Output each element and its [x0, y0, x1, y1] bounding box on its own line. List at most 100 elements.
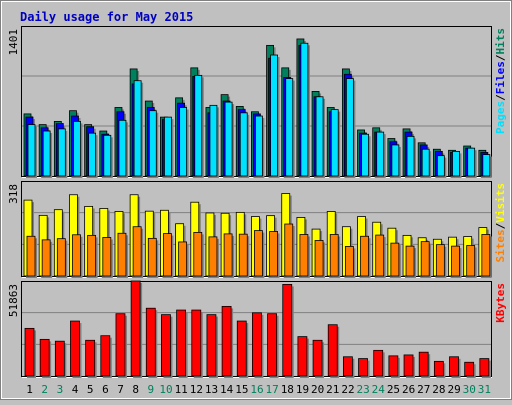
pages-bar-day-5 — [88, 132, 97, 177]
pages-bar-day-1 — [27, 124, 36, 177]
sites-bar-day-21 — [329, 234, 339, 277]
kbytes-bar-day-4 — [70, 320, 80, 377]
legend-entry-files: Files — [494, 61, 507, 94]
hits-y-max-label: 1401 — [7, 29, 20, 56]
outer-frame-inner — [1, 1, 511, 399]
sites-bar-day-18 — [284, 223, 294, 277]
day-label-13: 13 — [205, 383, 218, 396]
sites-bar-day-3 — [56, 238, 66, 277]
sites-bar-day-23 — [360, 235, 369, 277]
pages-bar-day-28 — [436, 155, 445, 177]
day-label-28: 28 — [432, 383, 445, 396]
day-label-22: 22 — [341, 383, 354, 396]
pages-bar-day-8 — [133, 80, 142, 177]
pages-bar-day-27 — [421, 148, 430, 177]
pages-bar-day-4 — [73, 120, 81, 177]
pages-bar-day-12 — [194, 74, 203, 177]
kbytes-bar-day-18 — [282, 284, 293, 377]
kbytes-bar-day-31 — [479, 358, 490, 377]
day-label-17: 17 — [266, 383, 279, 396]
kbytes-bar-day-8 — [130, 280, 141, 377]
kbytes-bar-day-23 — [358, 358, 368, 377]
pages-bar-day-29 — [452, 150, 460, 177]
sites-bar-day-7 — [117, 232, 127, 277]
kbytes-bar-day-10 — [161, 314, 171, 377]
day-label-26: 26 — [402, 383, 415, 396]
pages-bar-day-31 — [482, 154, 491, 177]
legend-entry-hits: Hits — [494, 28, 507, 55]
visits-sites-panel — [21, 181, 492, 278]
day-labels: 1 2 3 4 5 6 7 8 9 10 11 12 13 14 15 16 17 18 19 20 21 22 23 24 2… — [26, 383, 491, 396]
legend-text: Pages/Files/Hits — [494, 28, 507, 134]
legend-separator: / — [494, 222, 507, 229]
pages-bar-day-3 — [57, 128, 66, 177]
sites-bar-day-1 — [26, 235, 36, 277]
pages-bar-day-19 — [300, 42, 309, 177]
kbytes-bar-day-20 — [312, 339, 323, 377]
kbytes-bar-day-3 — [54, 340, 65, 377]
day-label-20: 20 — [311, 383, 324, 396]
pages-bar-day-25 — [391, 144, 400, 177]
day-label-6: 6 — [102, 383, 109, 396]
sites-bar-day-6 — [102, 237, 112, 277]
sites-bar-day-26 — [405, 245, 415, 277]
kbytes-bar-day-25 — [388, 355, 399, 377]
day-label-2: 2 — [41, 383, 48, 396]
day-label-3: 3 — [57, 383, 64, 396]
kbytes-bar-day-24 — [373, 349, 384, 377]
sites-bar-day-29 — [451, 245, 460, 277]
kbytes-bar-day-27 — [418, 351, 429, 377]
legend-separator: / — [494, 54, 507, 61]
hits-files-pages-legend: Pages/Files/Hits — [494, 28, 507, 134]
pages-bar-day-20 — [315, 96, 324, 177]
sites-bar-day-24 — [375, 234, 385, 277]
pages-bar-day-22 — [345, 78, 354, 177]
day-label-7: 7 — [117, 383, 124, 396]
kbytes-bar-day-7 — [115, 313, 126, 377]
day-label-18: 18 — [281, 383, 294, 396]
kbytes-bar-day-11 — [176, 309, 187, 377]
kbytes-bar-day-21 — [327, 324, 338, 377]
day-label-29: 29 — [447, 383, 460, 396]
kbytes-bar-day-22 — [342, 356, 353, 377]
sites-bar-day-20 — [314, 240, 324, 277]
pages-bar-day-7 — [118, 119, 127, 177]
pages-bar-day-15 — [239, 112, 248, 177]
kbytes-legend: KBytes — [494, 283, 507, 323]
day-label-16: 16 — [250, 383, 263, 396]
sites-bar-day-27 — [420, 241, 430, 277]
kbytes-bar-day-15 — [236, 320, 247, 377]
day-label-30: 30 — [463, 383, 476, 396]
legend-text: KBytes — [494, 283, 507, 323]
pages-bar-day-30 — [467, 147, 476, 177]
sites-bar-day-9 — [147, 237, 157, 277]
pages-bar-day-18 — [285, 78, 294, 177]
pages-bar-day-21 — [330, 109, 339, 177]
pages-bar-day-6 — [103, 134, 112, 177]
kbytes-y-max-label: 51863 — [7, 284, 20, 317]
day-label-10: 10 — [159, 383, 172, 396]
day-label-27: 27 — [417, 383, 430, 396]
pages-bar-day-26 — [406, 135, 415, 177]
legend-text: Sites/Visits — [494, 183, 507, 263]
pages-bar-day-16 — [255, 115, 263, 177]
sites-bar-day-8 — [132, 226, 142, 277]
kbytes-bar-day-16 — [252, 312, 262, 377]
pages-bar-day-13 — [209, 104, 218, 177]
sites-bar-day-16 — [254, 230, 263, 277]
legend-entry-kbytes: KBytes — [494, 283, 507, 323]
kbytes-bar-day-30 — [464, 361, 475, 377]
kbytes-bar-day-19 — [297, 336, 308, 377]
kbytes-bar-day-1 — [24, 327, 35, 377]
kbytes-bar-day-12 — [191, 309, 202, 377]
legend-entry-pages: Pages — [494, 101, 507, 134]
kbytes-bar-day-5 — [85, 339, 96, 377]
kbytes-bar-day-26 — [403, 354, 414, 377]
sites-bar-day-10 — [163, 233, 172, 277]
sites-bar-day-30 — [466, 245, 476, 277]
sites-bar-day-14 — [223, 233, 233, 277]
chart-title: Daily usage for May 2015 — [20, 10, 193, 24]
kbytes-bar-day-28 — [433, 360, 444, 377]
